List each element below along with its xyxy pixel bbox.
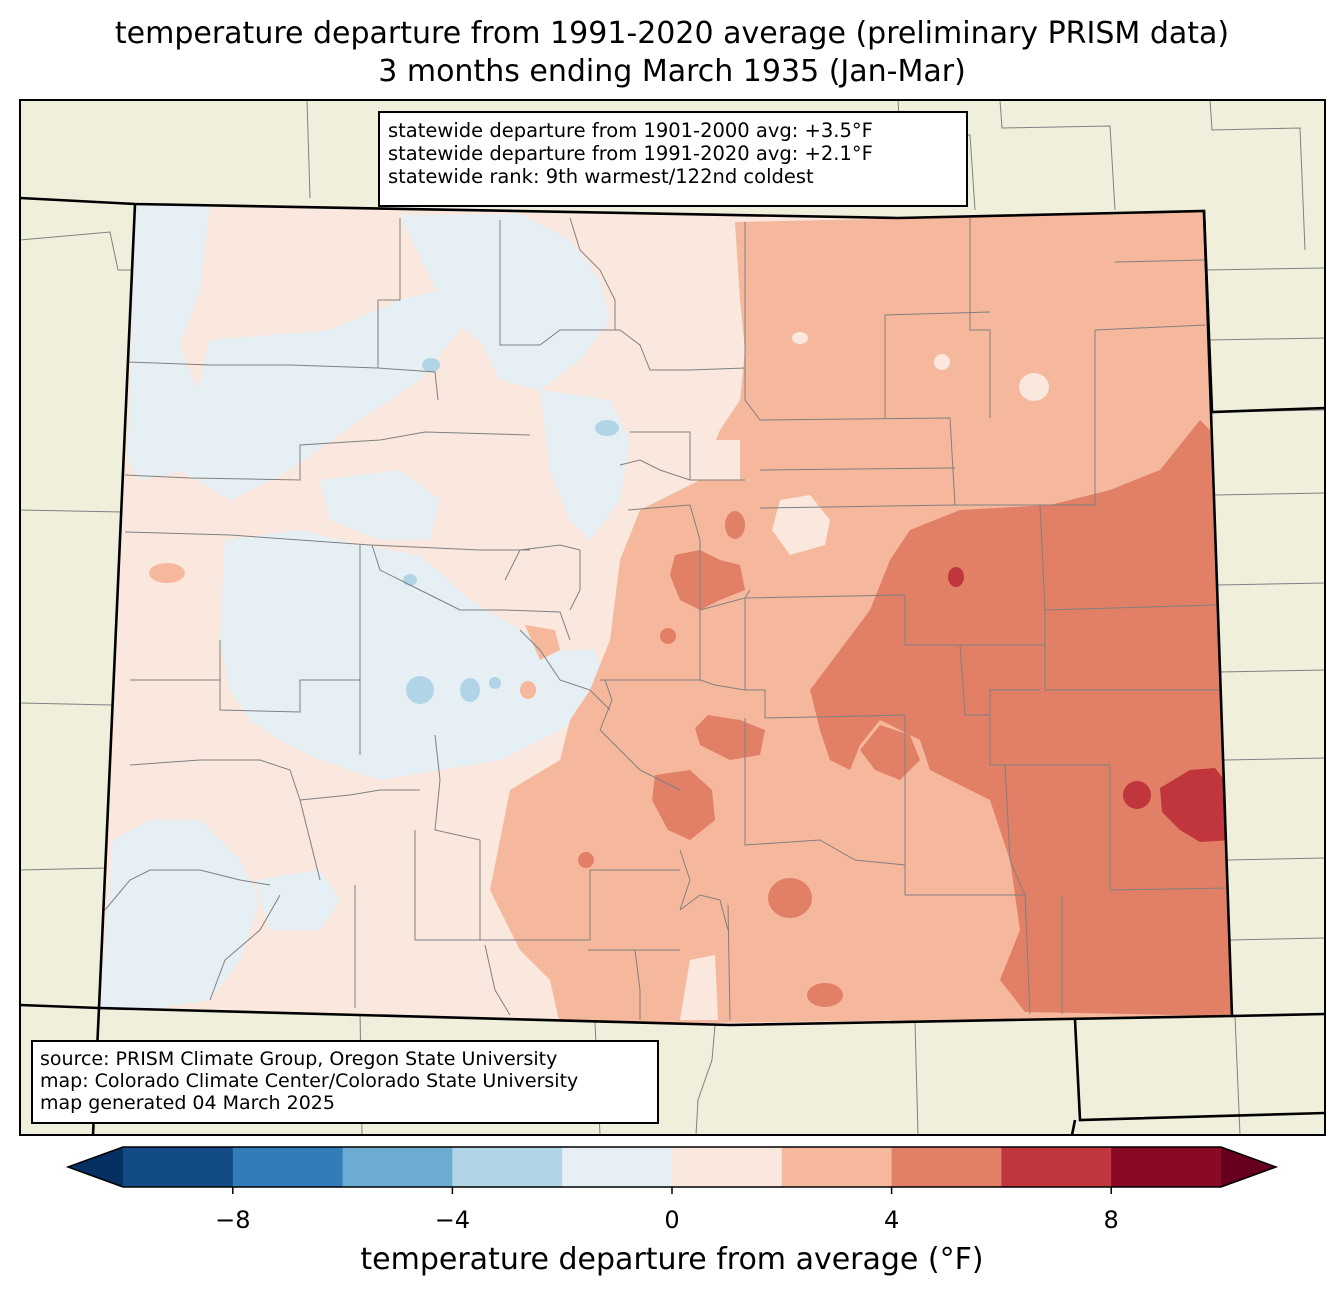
- stats-line-1901-2000: statewide departure from 1901-2000 avg: …: [388, 119, 873, 142]
- colorbar-bin-0: [68, 1147, 123, 1187]
- anomaly-4-to-6: [578, 420, 1232, 1016]
- neighbor-county-lines: [20, 100, 1325, 1135]
- colorbar-bin-4: [452, 1147, 563, 1187]
- stats-line-rank: statewide rank: 9th warmest/122nd coldes…: [388, 165, 814, 188]
- anomaly-6-to-8: [948, 567, 1232, 842]
- colorbar-tick-label-1: −4: [434, 1206, 471, 1234]
- colorbar-bin-1: [123, 1147, 234, 1187]
- colorbar-tick-label-0: −8: [215, 1206, 251, 1234]
- anomaly-0-to-2-inside-warm: [680, 332, 1049, 1020]
- colorbar-bin-5: [562, 1147, 673, 1187]
- source-box: source: PRISM Climate Group, Oregon Stat…: [31, 1040, 659, 1124]
- colorbar-bin-8: [891, 1147, 1002, 1187]
- colorbar-bin-11: [1221, 1147, 1276, 1187]
- stats-line-1991-2020: statewide departure from 1991-2020 avg: …: [388, 142, 873, 165]
- colorbar-bin-7: [781, 1147, 893, 1187]
- source-line-map: map: Colorado Climate Center/Colorado St…: [40, 1070, 579, 1092]
- map-title: temperature departure from 1991-2020 ave…: [114, 16, 1230, 51]
- anomaly-minus2-to-minus4: [403, 358, 619, 704]
- statewide-stats-box: statewide departure from 1901-2000 avg: …: [378, 111, 968, 207]
- source-line-prism: source: PRISM Climate Group, Oregon Stat…: [40, 1048, 558, 1070]
- anomaly-negative-regions: [100, 204, 630, 1010]
- colorado-anomaly-field: [99, 204, 1232, 1025]
- colorbar: [65, 1146, 1279, 1194]
- colorbar-bin-9: [1001, 1147, 1112, 1187]
- source-line-generated: map generated 04 March 2025: [40, 1092, 335, 1114]
- map-subtitle: 3 months ending March 1935 (Jan-Mar): [378, 54, 966, 89]
- map-frame: [19, 99, 1326, 1136]
- colorbar-outline: [65, 1146, 1279, 1188]
- county-lines: [104, 217, 1229, 1021]
- colorbar-label: temperature departure from average (°F): [360, 1242, 984, 1277]
- colorbar-bin-10: [1111, 1147, 1222, 1187]
- colorbar-bin-2: [232, 1147, 344, 1187]
- colorbar-bin-3: [342, 1147, 453, 1187]
- colorbar-tick-label-2: 0: [664, 1206, 680, 1234]
- colorbar-tick-label-4: 8: [1103, 1206, 1119, 1234]
- colorbar-bin-6: [672, 1147, 783, 1187]
- colorbar-tick-label-3: 4: [883, 1206, 900, 1234]
